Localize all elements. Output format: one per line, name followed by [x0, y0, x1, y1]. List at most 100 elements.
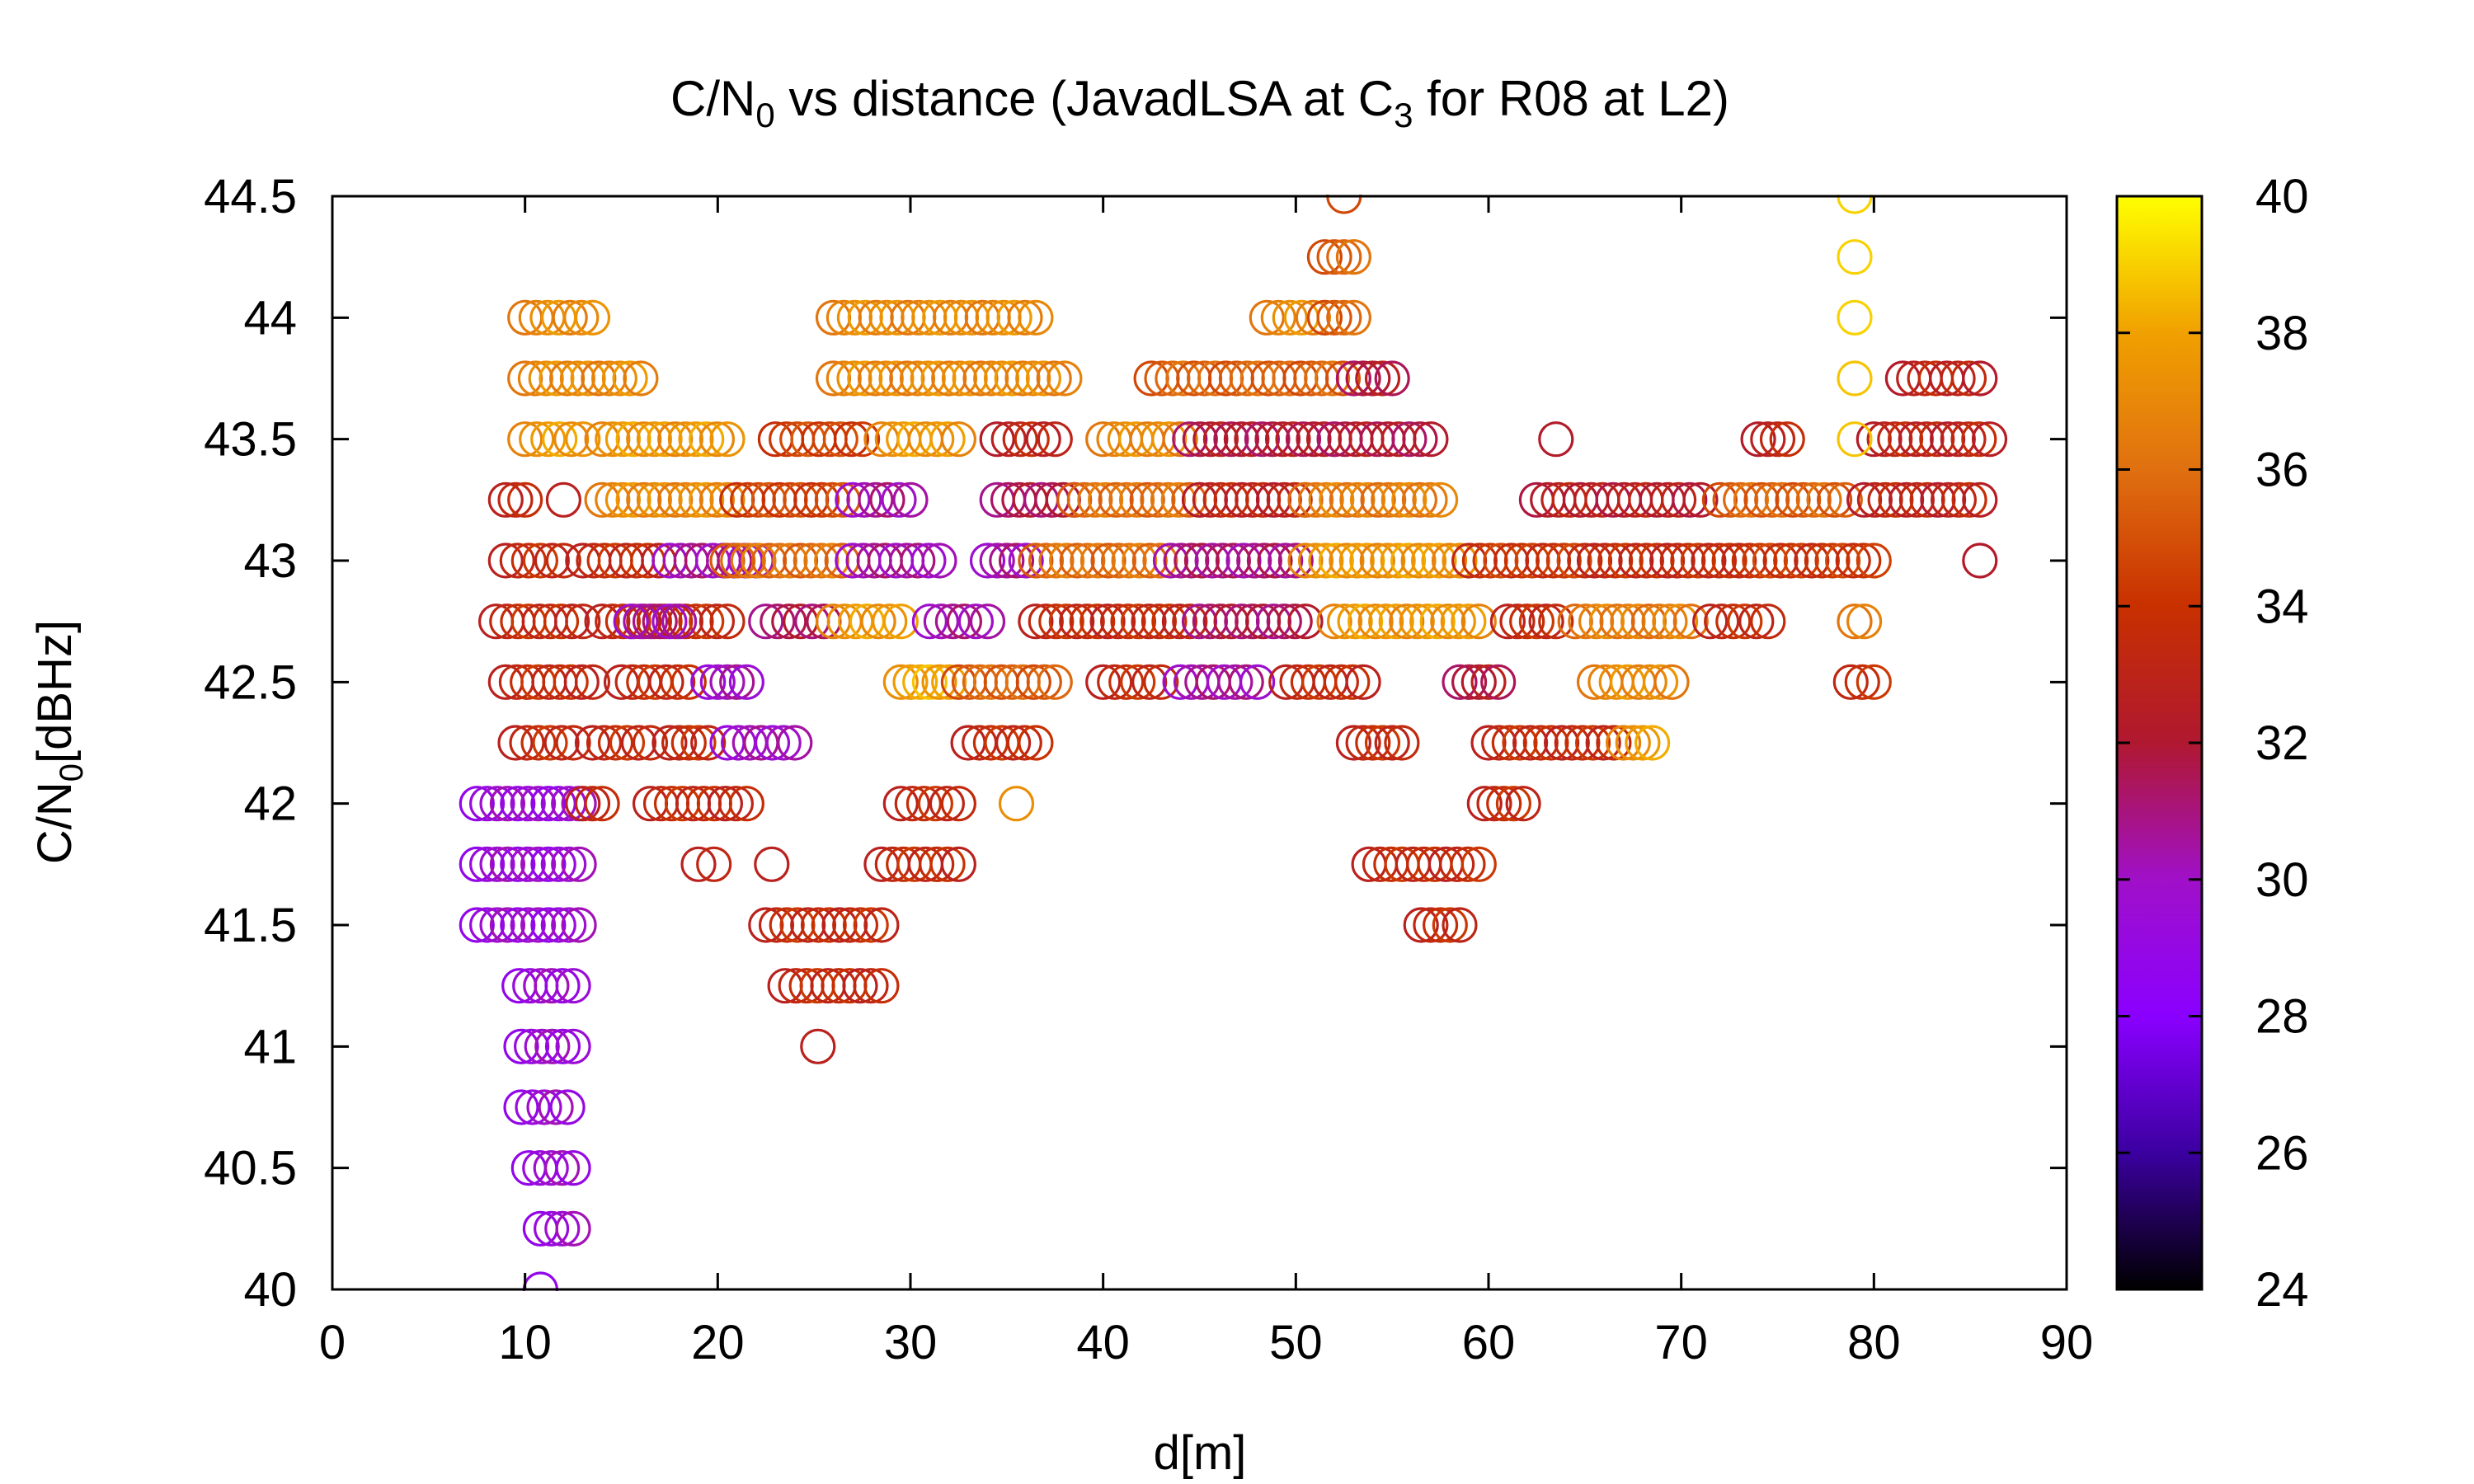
data-point — [1620, 603, 1657, 640]
data-point — [1837, 421, 1873, 458]
y-tick-label: 44 — [243, 291, 297, 345]
data-point — [1296, 421, 1332, 458]
data-point — [1335, 299, 1372, 336]
data-point — [532, 725, 568, 761]
data-point — [623, 603, 659, 640]
data-point — [1085, 664, 1122, 700]
data-point — [882, 786, 919, 822]
data-point — [1618, 542, 1654, 579]
data-point — [604, 481, 642, 518]
data-point — [1431, 542, 1468, 579]
data-point — [642, 603, 678, 640]
x-tick-label: 0 — [319, 1316, 346, 1369]
data-point — [1275, 421, 1311, 458]
data-point — [548, 360, 586, 397]
data-point — [911, 603, 948, 640]
data-point — [1360, 481, 1396, 518]
data-point — [636, 481, 673, 518]
data-point — [503, 1089, 539, 1125]
data-point — [497, 725, 534, 761]
data-point — [1554, 725, 1590, 761]
data-point — [1378, 603, 1414, 640]
data-point — [1543, 725, 1580, 761]
data-point — [919, 846, 955, 882]
data-point — [1585, 725, 1621, 761]
data-point — [1090, 542, 1126, 579]
data-point — [1037, 421, 1073, 458]
data-point — [921, 664, 957, 700]
data-point — [1100, 542, 1137, 579]
x-tick-label: 30 — [884, 1316, 938, 1369]
data-point — [1723, 481, 1759, 518]
data-point — [597, 725, 634, 761]
data-point — [1442, 664, 1478, 700]
y-axis: 40 40.5 41 41.5 42 42.5 43 43.5 44 44.5 — [204, 170, 2067, 1317]
data-point — [882, 664, 919, 700]
colorbar-tick-label: 28 — [2255, 990, 2309, 1044]
data-point — [1306, 239, 1343, 275]
data-point — [1337, 603, 1373, 640]
data-point — [969, 603, 1006, 640]
data-point — [835, 481, 871, 518]
data-point — [1308, 542, 1344, 579]
data-point — [1349, 542, 1385, 579]
data-point — [1162, 421, 1198, 458]
data-point — [1837, 299, 1873, 336]
data-point — [595, 481, 631, 518]
data-point — [1318, 542, 1355, 579]
data-point — [1481, 725, 1517, 761]
data-point — [626, 421, 662, 458]
data-point — [1413, 421, 1449, 458]
data-point — [479, 786, 515, 822]
data-point — [690, 664, 727, 700]
data-point — [526, 1089, 562, 1125]
data-point — [520, 725, 557, 761]
data-point — [520, 846, 557, 882]
data-point — [1888, 421, 1924, 458]
data-point — [931, 664, 967, 700]
data-point — [728, 786, 765, 822]
data-point — [1503, 542, 1540, 579]
y-axis-label: C/N0[dBHz] — [28, 620, 90, 864]
data-point — [1528, 603, 1564, 640]
data-point — [1399, 603, 1435, 640]
data-point — [1151, 603, 1188, 640]
data-point — [1743, 481, 1780, 518]
data-point — [771, 603, 807, 640]
data-point — [1025, 360, 1062, 397]
data-point — [920, 360, 957, 397]
data-point — [1721, 542, 1757, 579]
data-point — [1700, 542, 1738, 579]
data-point — [889, 360, 925, 397]
data-point — [1329, 542, 1365, 579]
data-point — [1920, 481, 1956, 518]
data-point — [800, 1028, 836, 1064]
data-point — [996, 299, 1032, 336]
data-point — [1652, 603, 1688, 640]
y-tick-label: 42.5 — [204, 655, 297, 709]
data-point — [1773, 542, 1809, 579]
data-point — [1018, 725, 1054, 761]
data-point — [543, 603, 580, 640]
data-point — [983, 360, 1020, 397]
data-point — [522, 542, 559, 579]
data-point — [892, 481, 929, 518]
data-point — [1856, 664, 1892, 700]
data-point — [1493, 542, 1530, 579]
data-point — [1026, 664, 1062, 700]
y-tick-label: 41 — [243, 1020, 297, 1073]
data-point — [1110, 603, 1146, 640]
data-point — [1108, 481, 1145, 518]
data-point — [1460, 603, 1497, 640]
data-point — [555, 725, 591, 761]
data-point — [1940, 360, 1976, 397]
data-point — [1036, 360, 1072, 397]
data-point — [689, 481, 725, 518]
data-point — [1335, 360, 1372, 397]
data-point — [1266, 481, 1302, 518]
data-point — [534, 542, 571, 579]
data-point — [507, 360, 543, 397]
data-point — [1538, 603, 1574, 640]
data-point — [559, 360, 596, 397]
data-point — [990, 421, 1027, 458]
